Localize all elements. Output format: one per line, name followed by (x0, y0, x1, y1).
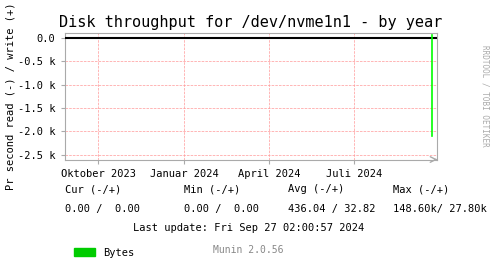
Text: Min (-/+): Min (-/+) (184, 185, 240, 194)
Text: 148.60k/ 27.80k: 148.60k/ 27.80k (393, 204, 487, 214)
Text: Cur (-/+): Cur (-/+) (65, 185, 121, 194)
Text: 0.00 /  0.00: 0.00 / 0.00 (184, 204, 259, 214)
Text: Avg (-/+): Avg (-/+) (288, 185, 344, 194)
Text: Munin 2.0.56: Munin 2.0.56 (213, 245, 284, 255)
Text: Max (-/+): Max (-/+) (393, 185, 449, 194)
Legend: Bytes: Bytes (70, 243, 139, 262)
Title: Disk throughput for /dev/nvme1n1 - by year: Disk throughput for /dev/nvme1n1 - by ye… (59, 15, 443, 31)
Text: Last update: Fri Sep 27 02:00:57 2024: Last update: Fri Sep 27 02:00:57 2024 (133, 223, 364, 233)
Text: 436.04 / 32.82: 436.04 / 32.82 (288, 204, 376, 214)
Text: RRDTOOL / TOBI OETIKER: RRDTOOL / TOBI OETIKER (480, 45, 489, 147)
Y-axis label: Pr second read (-) / write (+): Pr second read (-) / write (+) (5, 2, 15, 190)
Text: 0.00 /  0.00: 0.00 / 0.00 (65, 204, 140, 214)
